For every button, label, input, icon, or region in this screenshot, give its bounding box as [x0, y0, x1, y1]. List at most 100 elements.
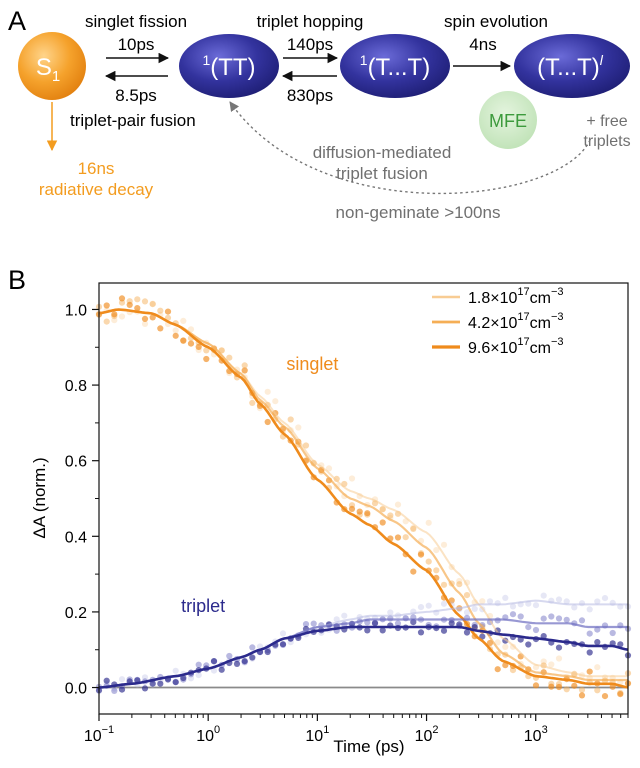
data-point [203, 355, 210, 363]
data-point [325, 465, 333, 472]
data-point [463, 629, 471, 636]
data-point [134, 296, 141, 303]
data-point [425, 602, 432, 609]
data-point [417, 604, 425, 611]
data-point [264, 418, 271, 426]
y-tick-label: 0.6 [65, 454, 87, 471]
data-point [532, 626, 540, 634]
free-triplets-line2: triplets [583, 133, 630, 150]
tt-state-label: 1(TT) [202, 52, 255, 81]
data-point [302, 621, 310, 628]
panel-a-label: A [8, 6, 26, 36]
data-point [241, 362, 248, 369]
y-tick-label: 1.0 [65, 302, 87, 319]
data-point [471, 605, 478, 613]
data-point [218, 666, 225, 673]
data-point [448, 597, 455, 604]
data-point [195, 661, 202, 668]
diffusion-label-line1: diffusion-mediated [313, 143, 452, 162]
data-point [494, 639, 501, 646]
spin-time: 4ns [469, 35, 496, 54]
data-point [279, 630, 287, 637]
data-point [394, 620, 402, 627]
data-point [601, 693, 609, 700]
t-t-l-state-label: (T...T)l [537, 52, 604, 81]
data-point [555, 644, 563, 651]
mfe-circle [479, 91, 537, 149]
data-point [502, 643, 509, 651]
data-point [417, 629, 425, 636]
data-point [517, 613, 524, 620]
data-point [609, 629, 616, 637]
x-axis-label: Time (ps) [333, 737, 404, 756]
data-point [410, 525, 417, 533]
data-point [233, 660, 241, 668]
data-point [149, 301, 156, 308]
data-point [379, 627, 386, 634]
data-point [586, 630, 593, 637]
data-point [494, 666, 501, 673]
data-point [172, 667, 179, 674]
data-point [463, 592, 471, 599]
data-point [341, 612, 348, 619]
data-point [111, 311, 118, 318]
data-point [425, 558, 432, 565]
data-point [571, 604, 578, 611]
data-point [617, 691, 624, 698]
data-point [157, 680, 164, 687]
data-point [118, 295, 126, 302]
data-point [594, 664, 601, 671]
fusion-time: 8.5ps [115, 86, 157, 105]
data-point [348, 475, 356, 482]
y-tick-label: 0.2 [65, 605, 87, 622]
data-point [241, 367, 248, 374]
data-point [563, 598, 570, 605]
panel-b: B 0.0 0.2 0.4 0.6 0.8 1.0 10−1 100 101 102 103 sing… [8, 265, 632, 756]
decay-time: 16ns [78, 159, 115, 178]
data-point [563, 616, 570, 623]
x-tick-label: 10−1 [84, 724, 114, 745]
data-point [387, 512, 394, 519]
data-point [601, 595, 609, 602]
data-point [126, 301, 133, 308]
data-point [387, 609, 394, 616]
legend-label: 9.6×1017cm−3 [468, 336, 564, 357]
data-point [540, 615, 547, 622]
tt-state-ellipse [179, 34, 279, 98]
data-point [417, 551, 425, 558]
data-point [448, 620, 455, 627]
data-point [187, 326, 195, 333]
data-point [272, 398, 279, 405]
data-point [555, 683, 563, 691]
data-point [164, 308, 172, 315]
s1-state-label: S1 [36, 54, 60, 85]
data-point [157, 325, 164, 332]
data-point [594, 639, 601, 646]
data-point [555, 596, 563, 603]
data-point [149, 314, 156, 321]
data-point [479, 598, 486, 605]
data-point [364, 510, 371, 517]
data-point [578, 692, 586, 699]
x-tick-label: 100 [196, 724, 220, 745]
y-tick-label: 0.4 [65, 529, 87, 546]
data-point [333, 616, 340, 623]
free-triplets-line1: + free [586, 113, 627, 130]
data-point [111, 317, 118, 324]
data-point [402, 534, 409, 541]
x-tick-label: 103 [524, 724, 548, 745]
data-point [410, 568, 417, 575]
data-point [103, 318, 110, 325]
data-point [548, 613, 555, 620]
data-point [532, 602, 540, 609]
data-point [586, 668, 593, 675]
data-point [578, 686, 586, 694]
data-point [118, 313, 126, 320]
data-point [548, 661, 555, 668]
data-point [141, 674, 149, 681]
series-line-singlet-3 [98, 308, 629, 689]
annotation-triplet: triplet [181, 596, 225, 616]
data-point [532, 682, 540, 689]
data-point [509, 603, 517, 610]
data-point [141, 685, 149, 692]
